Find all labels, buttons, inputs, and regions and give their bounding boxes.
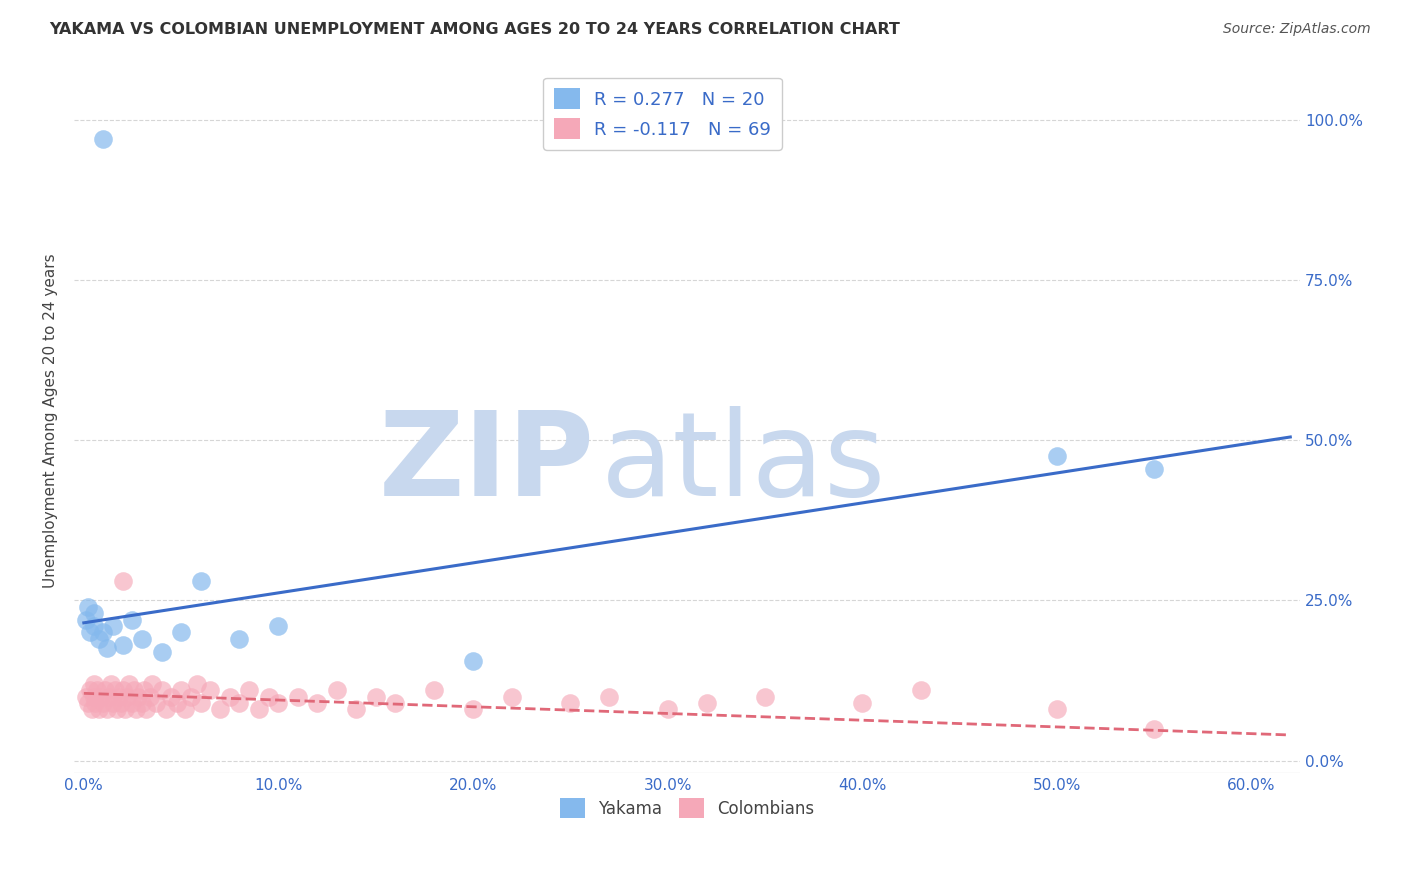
Point — [560, 696, 582, 710]
Point — [131, 696, 153, 710]
Point — [384, 696, 406, 710]
Point — [98, 690, 121, 704]
Point — [110, 696, 132, 710]
Point — [76, 599, 98, 614]
Point — [174, 702, 197, 716]
Point — [89, 632, 111, 646]
Point — [101, 619, 124, 633]
Point — [1046, 702, 1069, 716]
Point — [501, 690, 523, 704]
Point — [124, 683, 146, 698]
Point — [111, 683, 134, 698]
Point — [111, 574, 134, 589]
Point — [121, 696, 143, 710]
Point — [200, 683, 222, 698]
Point — [115, 690, 138, 704]
Point — [190, 574, 212, 589]
Point — [83, 619, 105, 633]
Point — [83, 690, 105, 704]
Point — [94, 683, 117, 698]
Point — [150, 683, 173, 698]
Point — [186, 676, 208, 690]
Point — [141, 676, 163, 690]
Point — [145, 696, 167, 710]
Point — [127, 690, 149, 704]
Point — [344, 702, 367, 716]
Point — [257, 690, 280, 704]
Point — [76, 696, 98, 710]
Point — [326, 683, 349, 698]
Point — [695, 696, 717, 710]
Point — [101, 696, 124, 710]
Point — [287, 690, 309, 704]
Point — [83, 606, 105, 620]
Point — [86, 683, 108, 698]
Point — [228, 632, 250, 646]
Point — [160, 690, 183, 704]
Point — [135, 702, 157, 716]
Point — [657, 702, 679, 716]
Point — [75, 690, 97, 704]
Legend: Yakama, Colombians: Yakama, Colombians — [553, 791, 821, 825]
Point — [105, 702, 128, 716]
Point — [170, 683, 193, 698]
Point — [461, 702, 484, 716]
Point — [125, 702, 148, 716]
Point — [90, 690, 112, 704]
Point — [100, 676, 122, 690]
Point — [114, 702, 136, 716]
Point — [423, 683, 446, 698]
Point — [91, 625, 114, 640]
Point — [218, 690, 240, 704]
Point — [180, 690, 202, 704]
Point — [461, 654, 484, 668]
Point — [150, 645, 173, 659]
Point — [79, 625, 101, 640]
Point — [134, 683, 156, 698]
Point — [1143, 722, 1166, 736]
Point — [247, 702, 270, 716]
Point — [267, 619, 290, 633]
Point — [111, 638, 134, 652]
Y-axis label: Unemployment Among Ages 20 to 24 years: Unemployment Among Ages 20 to 24 years — [44, 253, 58, 589]
Point — [190, 696, 212, 710]
Point — [754, 690, 776, 704]
Point — [131, 632, 153, 646]
Point — [139, 690, 162, 704]
Point — [307, 696, 329, 710]
Text: YAKAMA VS COLOMBIAN UNEMPLOYMENT AMONG AGES 20 TO 24 YEARS CORRELATION CHART: YAKAMA VS COLOMBIAN UNEMPLOYMENT AMONG A… — [49, 22, 900, 37]
Point — [364, 690, 387, 704]
Point — [166, 696, 188, 710]
Point — [83, 676, 105, 690]
Point — [598, 690, 620, 704]
Point — [208, 702, 231, 716]
Text: atlas: atlas — [602, 406, 887, 521]
Point — [96, 702, 118, 716]
Point — [89, 702, 111, 716]
Point — [1046, 449, 1069, 463]
Point — [79, 683, 101, 698]
Point — [267, 696, 290, 710]
Point — [91, 132, 114, 146]
Point — [1143, 462, 1166, 476]
Point — [80, 702, 103, 716]
Point — [75, 613, 97, 627]
Point — [91, 696, 114, 710]
Point — [117, 676, 139, 690]
Point — [228, 696, 250, 710]
Text: Source: ZipAtlas.com: Source: ZipAtlas.com — [1223, 22, 1371, 37]
Point — [851, 696, 873, 710]
Point — [104, 683, 127, 698]
Text: ZIP: ZIP — [380, 406, 595, 521]
Point — [96, 641, 118, 656]
Point — [155, 702, 177, 716]
Point — [84, 696, 107, 710]
Point — [910, 683, 932, 698]
Point — [170, 625, 193, 640]
Point — [121, 613, 143, 627]
Point — [108, 690, 131, 704]
Point — [238, 683, 260, 698]
